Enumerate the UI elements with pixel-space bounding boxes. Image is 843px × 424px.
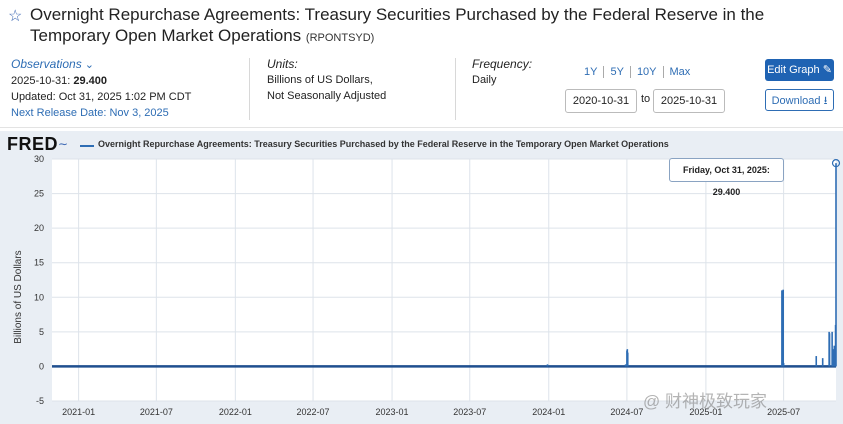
frequency-panel: Frequency: Daily	[472, 56, 532, 88]
divider	[249, 58, 250, 120]
download-icon: ⭳	[823, 95, 828, 107]
tooltip: Friday, Oct 31, 2025: 29.400	[669, 158, 784, 197]
divider	[455, 58, 456, 120]
updated-text: Updated: Oct 31, 2025 1:02 PM CDT	[11, 91, 192, 103]
x-tick-label: 2023-07	[453, 407, 486, 417]
chart-svg: Billions of US Dollars 30 25 20 15 10 5 0 -5 20…	[13, 154, 841, 417]
start-date-input[interactable]: 2020-10-31	[565, 89, 637, 113]
header-divider	[0, 127, 843, 128]
x-tick-label: 2021-07	[140, 407, 173, 417]
next-release-value[interactable]: Nov 3, 2025	[109, 107, 169, 119]
units-panel: Units: Billions of US Dollars, Not Seaso…	[267, 56, 386, 104]
range-buttons: 1Y 5Y 10Y Max	[578, 66, 696, 78]
frequency-value: Daily	[472, 74, 497, 86]
y-tick-label: 20	[34, 223, 44, 233]
x-ticks: 2021-01 2021-07 2022-01 2022-07 2023-01 2023-…	[62, 407, 800, 417]
download-label: Download	[771, 95, 821, 107]
download-button[interactable]: Download ⭳	[765, 89, 834, 111]
title-text: Overnight Repurchase Agreements: Treasur…	[30, 5, 765, 45]
x-tick-label: 2022-07	[297, 407, 330, 417]
chart-line-icon: ∼	[58, 137, 69, 151]
edit-graph-button[interactable]: Edit Graph ✎	[765, 59, 834, 81]
units-line1: Billions of US Dollars,	[267, 74, 373, 86]
y-tick-label: 5	[39, 327, 44, 337]
observations-link[interactable]: Observations	[11, 57, 82, 71]
latest-date: 2025-10-31:	[11, 75, 71, 87]
x-tick-label: 2025-07	[767, 407, 800, 417]
y-tick-label: 25	[34, 189, 44, 199]
y-tick-label: 0	[39, 361, 44, 371]
units-line2: Not Seasonally Adjusted	[267, 90, 387, 102]
highlight-point	[831, 159, 841, 168]
range-1y-button[interactable]: 1Y	[578, 66, 605, 78]
date-to-label: to	[641, 93, 651, 105]
end-date-input[interactable]: 2025-10-31	[653, 89, 725, 113]
y-axis-label: Billions of US Dollars	[13, 250, 24, 343]
latest-value: 29.400	[73, 75, 108, 87]
y-tick-label: -5	[36, 396, 44, 406]
y-ticks: 30 25 20 15 10 5 0 -5	[34, 154, 44, 406]
grid	[52, 158, 836, 402]
series-marks	[52, 159, 841, 368]
range-10y-button[interactable]: 10Y	[631, 66, 664, 78]
star-icon[interactable]: ☆	[8, 8, 23, 25]
legend-label: Overnight Repurchase Agreements: Treasur…	[98, 139, 669, 149]
legend-swatch	[80, 145, 94, 147]
fred-logo[interactable]: FRED	[7, 134, 58, 154]
x-tick-label: 2024-01	[532, 407, 565, 417]
watermark: @ 财神极致玩家	[643, 392, 767, 411]
chevron-down-icon[interactable]: ⌄	[84, 59, 94, 71]
edit-icon: ✎	[822, 64, 832, 76]
observations-panel: Observations ⌄ 2025-10-31: 29.400 Update…	[11, 56, 191, 121]
frequency-label: Frequency:	[472, 57, 533, 71]
range-5y-button[interactable]: 5Y	[604, 66, 631, 78]
x-tick-label: 2023-01	[376, 407, 409, 417]
x-tick-label: 2022-01	[219, 407, 252, 417]
x-tick-label: 2025-01	[689, 407, 722, 417]
page-title: Overnight Repurchase Agreements: Treasur…	[30, 4, 820, 49]
y-tick-label: 10	[34, 292, 44, 302]
range-max-button[interactable]: Max	[669, 66, 691, 78]
units-label: Units:	[267, 57, 298, 71]
y-tick-label: 15	[34, 258, 44, 268]
x-tick-label: 2021-01	[62, 407, 95, 417]
series-id: (RPONTSYD)	[305, 32, 375, 44]
y-tick-label: 30	[34, 154, 44, 164]
plot-background	[52, 159, 836, 401]
edit-graph-label: Edit Graph	[767, 64, 820, 76]
x-tick-label: 2024-07	[610, 407, 643, 417]
next-release-label[interactable]: Next Release Date:	[11, 107, 107, 119]
